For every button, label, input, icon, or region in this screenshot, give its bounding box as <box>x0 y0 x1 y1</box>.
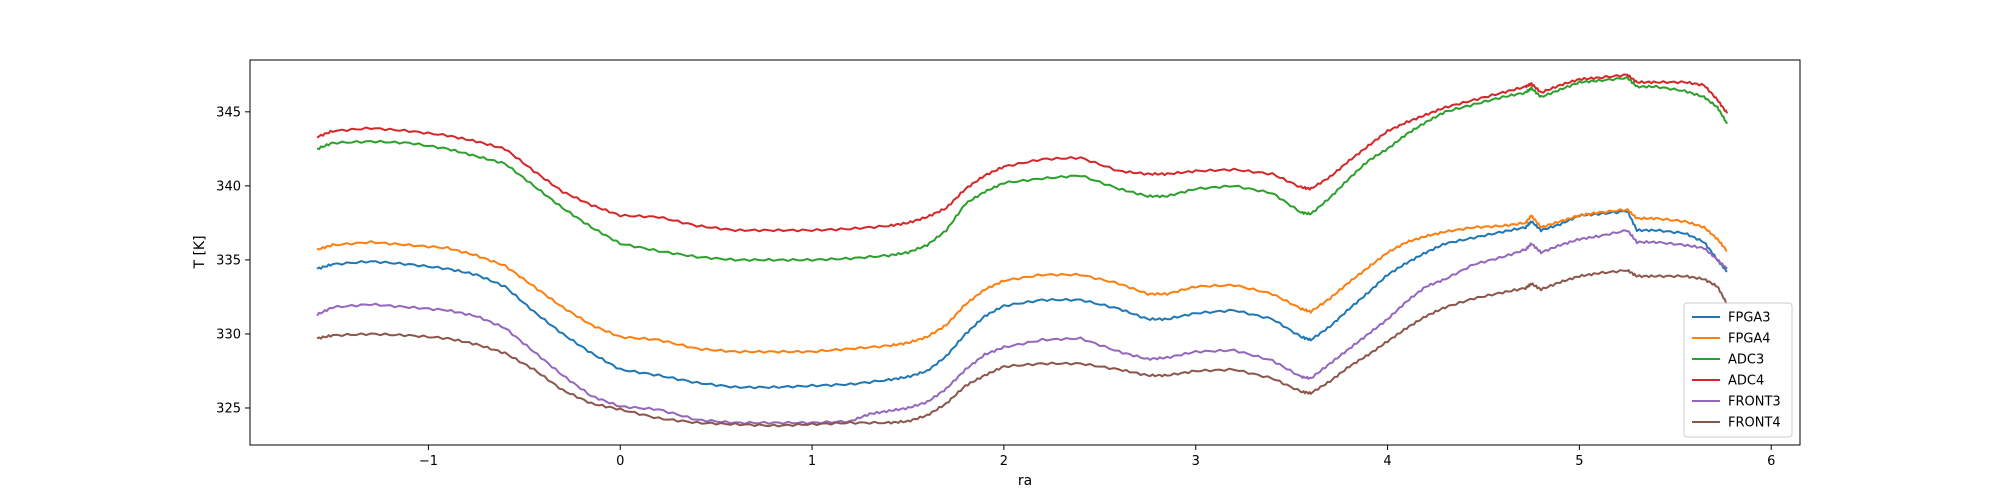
series-layer <box>316 73 1729 428</box>
legend-label: FPGA4 <box>1728 332 1771 347</box>
series-line-adc3 <box>316 75 1728 262</box>
legend-box <box>1683 302 1793 438</box>
x-tick-label: 1 <box>808 454 816 469</box>
y-tick-label: 340 <box>216 179 241 194</box>
series-line-fpga4 <box>316 208 1728 354</box>
y-tick-label: 325 <box>216 401 241 416</box>
x-tick-label: 2 <box>1000 454 1008 469</box>
x-tick-label: 3 <box>1192 454 1200 469</box>
x-tick-label: 4 <box>1383 454 1391 469</box>
legend-label: FRONT4 <box>1728 416 1781 431</box>
legend-label: ADC4 <box>1728 374 1764 389</box>
y-axis-label: T [K] <box>192 235 208 269</box>
x-axis-label: ra <box>1018 473 1032 489</box>
y-axis: 325 330 335 340 345 <box>216 105 250 416</box>
legend-label: FPGA3 <box>1728 311 1771 326</box>
legend-label: FRONT3 <box>1728 395 1781 410</box>
legend: FPGA3 FPGA4 ADC3 ADC4 FRONT3 FRONT4 <box>1683 302 1793 438</box>
x-tick-label: 6 <box>1767 454 1775 469</box>
series-line-fpga3 <box>316 210 1728 390</box>
x-tick-label: 5 <box>1575 454 1583 469</box>
legend-label: ADC3 <box>1728 353 1764 368</box>
x-tick-label: −1 <box>419 454 438 469</box>
series-line-front3 <box>316 229 1728 425</box>
y-tick-label: 330 <box>216 327 241 342</box>
series-line-front4 <box>316 269 1728 428</box>
x-tick-label: 0 <box>616 454 624 469</box>
y-tick-label: 335 <box>216 253 241 268</box>
y-tick-label: 345 <box>216 105 241 120</box>
series-line-adc4 <box>316 73 1729 233</box>
plot-frame <box>249 59 1801 446</box>
x-axis: −1 0 1 2 3 4 5 6 <box>419 445 1775 469</box>
